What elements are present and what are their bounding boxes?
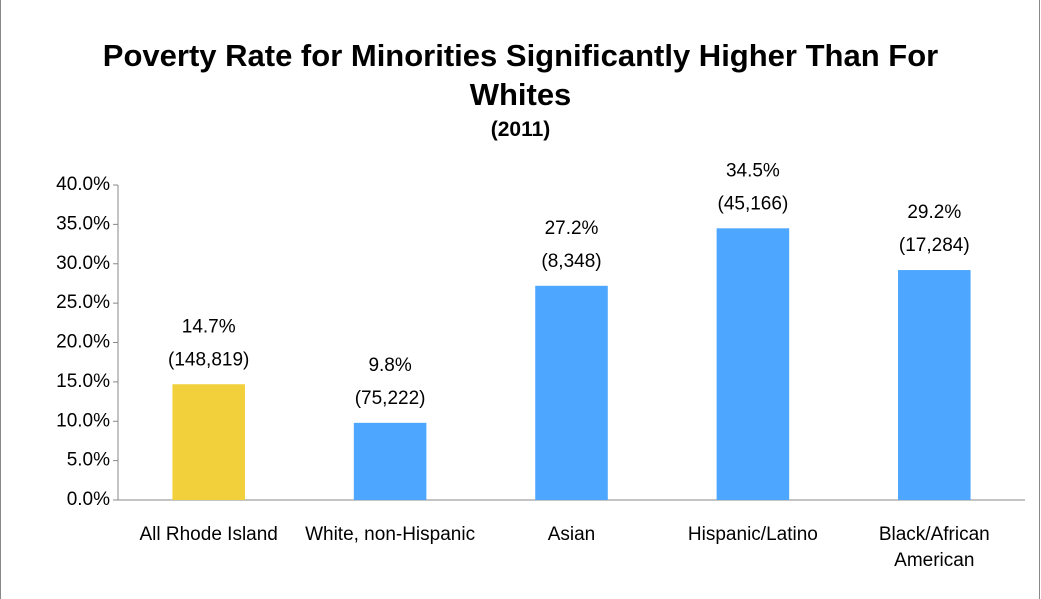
value-label: 14.7% [182,316,236,337]
y-tick-label: 5.0% [67,450,110,471]
y-tick-label: 35.0% [56,213,110,234]
value-label: 27.2% [545,218,599,239]
value-label: 34.5% [726,160,780,181]
x-tick-label: Black/African American [878,524,990,571]
bar [353,422,427,500]
y-tick-label: 10.0% [56,410,110,431]
chart-title: Poverty Rate for Minorities Significantl… [102,38,939,112]
bar [898,270,971,500]
y-tick-label: 15.0% [56,371,110,392]
x-tick-label: Hispanic/Latino [687,524,818,545]
y-tick-label: 30.0% [56,253,110,274]
x-tick-label: All Rhode Island [139,524,278,545]
count-label: (45,166) [718,193,789,214]
value-label: 29.2% [907,202,961,223]
bar [716,228,790,500]
y-tick-label: 20.0% [56,332,110,353]
x-tick-label: Asian [547,524,596,545]
chart-subtitle: (2011) [490,118,551,141]
count-label: (75,222) [355,388,426,409]
x-tick-label: White, non-Hispanic [305,524,476,545]
count-label: (148,819) [168,349,249,370]
y-tick-label: 25.0% [56,292,110,313]
value-label: 9.8% [368,355,411,376]
y-tick-label: 40.0% [56,174,110,195]
bar [172,384,245,500]
y-tick-label: 0.0% [67,489,110,510]
bar [535,285,608,500]
count-label: (17,284) [899,235,970,256]
count-label: (8,348) [541,251,601,272]
